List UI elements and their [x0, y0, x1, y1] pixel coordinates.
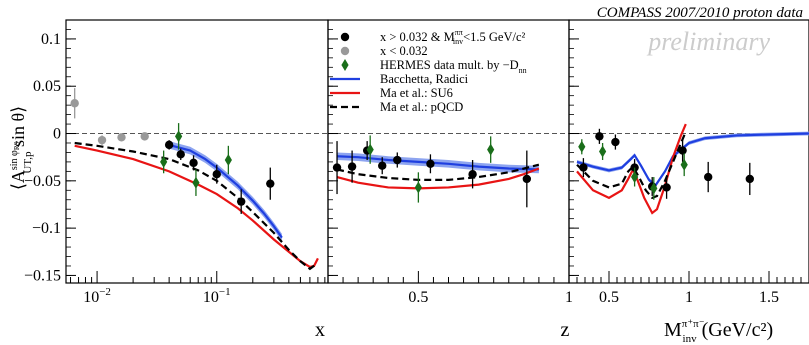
compass-point: [393, 155, 402, 165]
hermes-point: [175, 130, 183, 143]
legend: x > 0.032 & Mππ inv<1.5 GeV/c²x < 0.032HE…: [330, 28, 527, 114]
compass-point: [468, 170, 477, 179]
legend-label: x > 0.032 & Mππ inv<1.5 GeV/c²: [380, 28, 526, 46]
compass-point: [745, 174, 754, 184]
legend-marker-circle: [340, 32, 350, 42]
bacchetta-band: [169, 141, 282, 242]
lowx-point: [70, 99, 79, 108]
experiment-header: COMPASS 2007/2010 proton data: [597, 5, 803, 21]
legend-entry: HERMES data mult. by −Dnn: [341, 58, 527, 75]
legend-marker-circle: [340, 46, 350, 56]
compass-point: [176, 150, 185, 159]
x-tick-label: 1: [565, 289, 573, 306]
legend-marker-diamond: [341, 59, 349, 71]
legend-label: Ma et al.: pQCD: [380, 100, 463, 114]
y-tick-label: −0.15: [24, 267, 61, 284]
compass-point: [332, 163, 342, 172]
hermes-point: [578, 140, 586, 153]
legend-entry: Ma et al.: SU6: [330, 86, 453, 100]
compass-point: [212, 170, 221, 179]
compass-point: [611, 137, 620, 147]
y-tick-label: 0.05: [33, 78, 61, 95]
compass-point: [378, 161, 387, 170]
legend-entry: x < 0.032: [340, 44, 428, 58]
x-axis-label-minv: Mπ⁺π⁻ inv (GeV/c²): [664, 318, 773, 345]
compass-point: [704, 172, 713, 182]
hermes-point: [650, 182, 658, 195]
x-ticks: [327, 271, 570, 283]
compass-point: [189, 158, 198, 168]
x-tick-label: 10−2: [83, 286, 111, 306]
compass-point: [236, 197, 246, 206]
curve-ma-et-al-su6: [74, 144, 319, 269]
legend-label: HERMES data mult. by −Dnn: [380, 58, 527, 75]
curve-ma-et-al-su6: [576, 123, 687, 215]
compass-point: [522, 174, 532, 184]
curve-ma-et-al-su6: [336, 167, 540, 190]
x-ticks: [70, 271, 326, 283]
panel-z: 0.5 1: [327, 19, 573, 306]
hermes-point: [631, 171, 639, 184]
curve-bacchetta-radici: [168, 143, 283, 239]
legend-label: Ma et al.: SU6: [380, 86, 453, 100]
legend-entry: Ma et al.: pQCD: [330, 100, 463, 114]
y-tick-label: −0.05: [24, 173, 61, 190]
x-tick-label: 0.5: [599, 289, 619, 306]
compass-point: [678, 146, 687, 155]
compass-point: [579, 163, 588, 172]
panel-x: 10−2 10−1: [65, 19, 329, 306]
x-axis-label-z: z: [561, 319, 570, 341]
legend-label: x < 0.032: [380, 44, 428, 58]
hermes-point: [487, 143, 495, 156]
x-tick-label: 0.5: [408, 289, 428, 306]
x-ticks: [568, 271, 809, 283]
x-tick-label: 1: [685, 289, 693, 306]
compass-point: [347, 162, 357, 171]
hermes-point: [680, 158, 688, 171]
curve-ma-et-al-pqcd: [576, 131, 687, 200]
lowx-point: [140, 132, 149, 141]
hermes-point: [160, 155, 168, 168]
x-tick-label: 10−1: [203, 286, 231, 306]
y-axis-ticks: 0.1 0.05 0 −0.05 −0.1 −0.15: [24, 31, 61, 285]
curve-ma-et-al-pqcd: [336, 163, 540, 181]
hermes-point: [192, 176, 200, 189]
y-tick-label: 0: [53, 126, 61, 143]
compass-point: [266, 179, 275, 188]
y-tick-label: −0.1: [32, 220, 61, 237]
panel-minv: 0.5 1 1.5: [568, 19, 809, 306]
legend-entry: Bacchetta, Radici: [330, 72, 469, 86]
preliminary-watermark: preliminary: [646, 27, 770, 56]
y-axis-label: ⟨Asin φRSUT,p sin θ⟩: [8, 106, 34, 190]
legend-entry: x > 0.032 & Mππ inv<1.5 GeV/c²: [340, 28, 526, 46]
hermes-point: [414, 181, 422, 194]
compass-point: [595, 132, 604, 141]
x-tick-label: 1.5: [759, 289, 779, 306]
curve-ma-et-al-pqcd: [74, 141, 318, 271]
x-axis-label-x: x: [315, 319, 325, 341]
y-tick-label: 0.1: [41, 31, 61, 48]
hermes-point: [224, 154, 232, 167]
compass-point: [164, 140, 174, 150]
legend-label: Bacchetta, Radici: [380, 72, 469, 86]
compass-point: [426, 159, 435, 168]
lowx-point: [117, 133, 126, 142]
lowx-point: [97, 135, 107, 145]
compass-point: [662, 183, 671, 192]
hermes-point: [599, 145, 607, 158]
hermes-point: [366, 143, 374, 156]
